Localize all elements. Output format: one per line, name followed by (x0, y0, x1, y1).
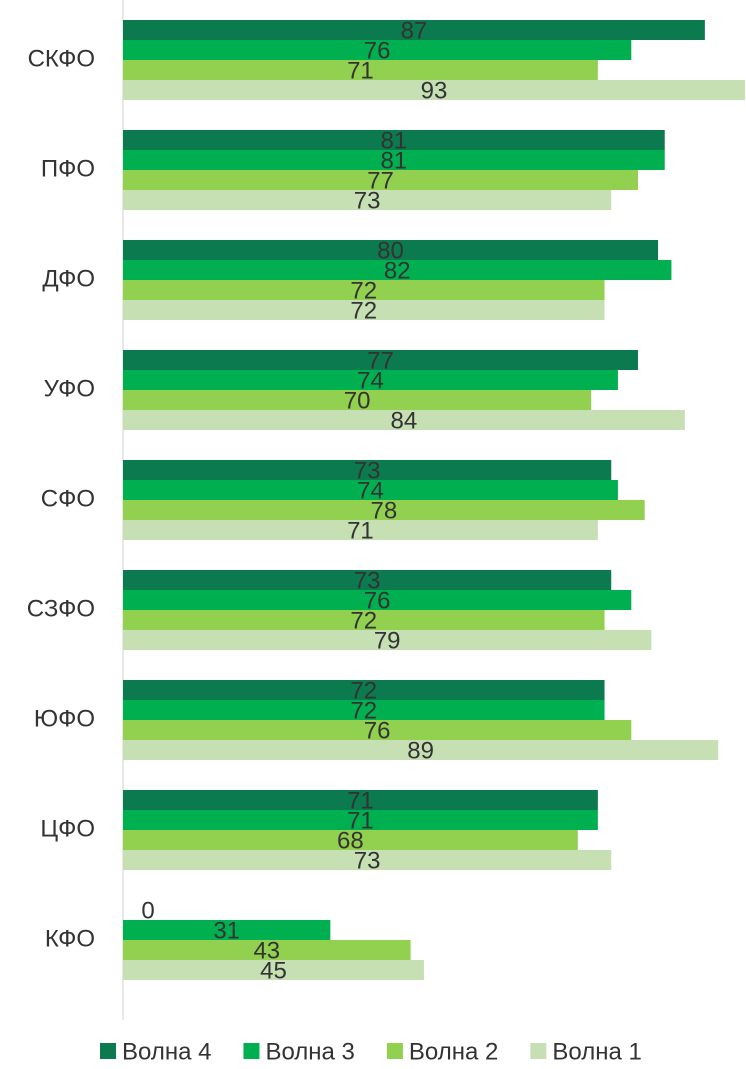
legend-label: Волна 4 (122, 1038, 211, 1064)
bar (123, 240, 659, 260)
data-label: 68 (337, 827, 364, 854)
bar (123, 590, 632, 610)
bar (123, 700, 605, 720)
bar (123, 740, 719, 760)
bar (123, 40, 632, 60)
legend-swatch (100, 1043, 116, 1059)
bar (123, 460, 612, 480)
legend-label: Волна 3 (265, 1038, 354, 1064)
bar (123, 370, 618, 390)
data-label: 78 (370, 497, 397, 524)
data-label: 71 (347, 517, 374, 544)
bar (123, 940, 411, 960)
data-label: 73 (354, 567, 381, 594)
data-label: 72 (350, 677, 377, 704)
data-label: 72 (350, 277, 377, 304)
data-label: 77 (367, 167, 394, 194)
category-label: ЮФО (34, 705, 95, 732)
data-label: 73 (354, 187, 381, 214)
category-label: СЗФО (27, 595, 95, 622)
data-label: 76 (364, 717, 391, 744)
data-label: 81 (381, 147, 408, 174)
legend-swatch (386, 1043, 403, 1059)
bar (123, 350, 638, 370)
bar (123, 920, 331, 940)
data-label: 77 (367, 347, 394, 374)
data-label: 71 (347, 57, 374, 84)
data-label: 81 (381, 127, 408, 154)
data-label: 89 (407, 737, 434, 764)
bar (123, 960, 424, 980)
bar (123, 480, 618, 500)
bar (123, 130, 665, 150)
bar (123, 410, 685, 430)
bar (123, 680, 605, 700)
bar (123, 260, 672, 280)
bar (123, 150, 665, 170)
data-label: 76 (364, 587, 391, 614)
data-label: 45 (260, 957, 287, 984)
data-label: 87 (401, 17, 428, 44)
bar (123, 570, 612, 590)
bar (123, 720, 632, 740)
data-label: 72 (350, 297, 377, 324)
data-label: 31 (213, 917, 240, 944)
category-label: ЦФО (40, 815, 95, 842)
bar (123, 190, 612, 210)
category-label: СКФО (28, 45, 95, 72)
data-label: 0 (141, 897, 154, 924)
data-label: 72 (350, 697, 377, 724)
bar (123, 390, 592, 410)
bar (123, 610, 605, 630)
data-label: 73 (354, 847, 381, 874)
legend-swatch (530, 1043, 547, 1059)
bar (123, 810, 598, 830)
bar (123, 790, 598, 810)
bar (123, 630, 652, 650)
data-label: 71 (347, 787, 374, 814)
bar (123, 170, 638, 190)
data-label: 82 (384, 257, 411, 284)
category-label: ДФО (42, 265, 95, 292)
bar (123, 20, 705, 40)
data-label: 79 (374, 627, 401, 654)
data-label: 76 (364, 37, 391, 64)
bar (123, 520, 598, 540)
data-label: 84 (391, 407, 418, 434)
bar (123, 500, 645, 520)
data-label: 93 (421, 77, 448, 104)
legend-label: Волна 1 (552, 1038, 641, 1064)
bar (123, 80, 745, 100)
data-label: 80 (377, 237, 404, 264)
bar (123, 850, 612, 870)
data-label: 71 (347, 807, 374, 834)
bar (123, 300, 605, 320)
data-label: 74 (357, 367, 384, 394)
data-label: 74 (357, 477, 384, 504)
category-label: ПФО (41, 155, 95, 182)
legend-swatch (243, 1043, 260, 1059)
category-label: СФО (41, 485, 95, 512)
category-label: КФО (45, 925, 95, 952)
data-label: 72 (350, 607, 377, 634)
data-label: 70 (344, 387, 371, 414)
data-label: 43 (253, 937, 280, 964)
data-label: 73 (354, 457, 381, 484)
bar (123, 830, 578, 850)
legend-label: Волна 2 (409, 1038, 498, 1064)
bar (123, 60, 598, 80)
bar (123, 280, 605, 300)
category-label: УФО (44, 375, 95, 402)
